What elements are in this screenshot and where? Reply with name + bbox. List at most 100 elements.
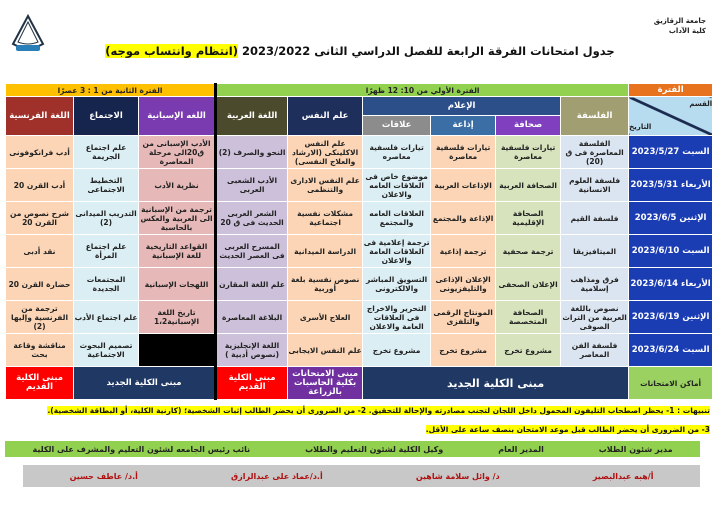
exam-subject-philosophy: فرق ومذاهب إسلامية	[560, 267, 630, 301]
exam-subject-psychology: الدراسة الميدانية	[287, 234, 364, 268]
column-radio: إذاعة	[430, 115, 497, 136]
exam-subject-arabic: المسرح العربى فى العصر الحديث	[214, 234, 289, 268]
exam-subject-spanish: القواعد التاريخية للغة الإسبانية	[138, 234, 217, 268]
exam-subject-sociology: المجتمعات الجديدة	[73, 267, 140, 301]
table-row: الإثنين 2023/6/19 نصوص باللغة العربية من …	[4, 300, 714, 334]
exam-subject-french: نقد أدبى	[4, 234, 75, 268]
signature-name: أ.د/ عاطف حسين	[69, 471, 138, 481]
exam-subject-spanish: اللهجات الإسبانية	[138, 267, 217, 301]
exam-subject-journalism: الصحافة العربية	[495, 168, 562, 202]
exam-subject-sociology: تصميم البحوث الاجتماعية	[73, 333, 140, 367]
exam-date: الأربعاء 2023/6/14	[628, 267, 714, 301]
exam-subject-public-relations: مشروع تخرج	[362, 333, 432, 367]
table-row: السبت 2023/5/27 الفلسفة المعاصرة فى ق (20…	[4, 135, 714, 169]
exam-subject-journalism: مشروع تخرج	[495, 333, 562, 367]
exam-subject-radio: الإذاعة والمجتمع	[430, 201, 497, 235]
column-public-relations: علاقات	[362, 115, 432, 136]
exam-date: السبت 2023/5/27	[628, 135, 714, 169]
signature-title: المدير العام	[498, 444, 544, 454]
signature-title: مدير شئون الطلاب	[598, 444, 673, 454]
university-label: جامعة الزقازيق	[653, 17, 706, 25]
exam-subject-french: ترجمة من الفرنسية وإليها (2)	[4, 300, 75, 334]
place-new-building: مبنى الكلية الجديد	[362, 366, 630, 400]
column-arabic: اللغة العربية	[214, 96, 289, 136]
notes-line-2: 3- من الضرورى أن يحضر الطالب قبل موعد ال…	[425, 425, 710, 434]
page-title: جدول امتحانات الفرقة الرابعة للفصل الدرا…	[0, 44, 720, 58]
exam-subject-arabic: اللغة الإنجليزية (نصوص أدبية )	[214, 333, 289, 367]
exam-subject-philosophy: الفلسفة المعاصرة فى ق (20)	[560, 135, 630, 169]
table-row: الإثنين 2023/6/5 فلسفة القيم الصحافة الإقل…	[4, 201, 714, 235]
column-group-media: الإعلام	[362, 96, 562, 116]
column-spanish: اللغه الإسبانية	[138, 96, 217, 136]
faculty-label: كلية الآداب	[668, 27, 706, 35]
column-french: اللغة الفرنسية	[4, 96, 75, 136]
exam-subject-journalism: الإعلان الصحفى	[495, 267, 562, 301]
exam-date: الإثنين 2023/6/5	[628, 201, 714, 235]
exam-subject-french: أدب القرن 20	[4, 168, 75, 202]
exam-subject-public-relations: التحرير والاخراج فى العلاقات العامة والا…	[362, 300, 432, 334]
exam-subject-spanish: ترجمة من الإسبانية الى العربية والعكس با…	[138, 201, 217, 235]
exam-subject-spanish: الأدب الإسبانى من ق20الى مرحلة المعاصرة	[138, 135, 217, 169]
exam-subject-radio: تيارات فلسفية معاصرة	[430, 135, 497, 169]
exam-subject-public-relations: تيارات فلسفية معاصره	[362, 135, 432, 169]
exam-subject-psychology: مشكلات نفسية اجتماعية	[287, 201, 364, 235]
exam-subject-radio: الإذاعات العربية	[430, 168, 497, 202]
exam-subject-arabic: الشعر العربى الحديث فى ق 20	[214, 201, 289, 235]
dept-date-corner: القسم التاريخ	[628, 96, 714, 136]
table-row: الأربعاء 2023/5/31 فلسفة العلوم الانسانية…	[4, 168, 714, 202]
first-period-header: الفترة الأولي من 10: 12 ظهرًا	[214, 83, 630, 97]
exam-subject-philosophy: فلسفة القيم	[560, 201, 630, 235]
exam-subject-radio: المونتاج الرقمى والتلفزى	[430, 300, 497, 334]
signature-name: د/ وائل سلامة شاهين	[415, 471, 500, 481]
exam-subject-psychology: العلاج الأسرى	[287, 300, 364, 334]
exam-subject-philosophy: فلسفة الفن المعاصر	[560, 333, 630, 367]
exam-subject-arabic: البلاغة المعاصرة	[214, 300, 289, 334]
exam-subject-french: شرح نصوص من القرن 20	[4, 201, 75, 235]
exam-subject-sociology: علم اجتماع الجريمة	[73, 135, 140, 169]
exam-subject-public-relations: ترجمة إعلامية فى العلاقات العامة والاعلا…	[362, 234, 432, 268]
signature-titles: مدير شئون الطلاب المدير العام وكيل الكلي…	[5, 441, 700, 457]
exam-subject-philosophy: الميتافيزيقا	[560, 234, 630, 268]
exam-subject-french: حضارة القرن 20	[4, 267, 75, 301]
exam-subject-french: مناقشة وقاعة بحث	[4, 333, 75, 367]
exam-date: الإثنين 2023/6/19	[628, 300, 714, 334]
exam-subject-radio: ترجمة إذاعية	[430, 234, 497, 268]
notes-line-1: تنبيهات : 1- يحظر اصطحاب التليفون المحمو…	[47, 406, 710, 415]
exam-places-label: أماكن الامتحانات	[628, 366, 714, 400]
exam-subject-arabic: النحو والصرف (2)	[214, 135, 289, 169]
exam-date: السبت 2023/6/10	[628, 234, 714, 268]
signature-title: نائب رئيس الجامعه لشئون التعليم والمشرف …	[32, 444, 251, 454]
corner-dept: القسم	[689, 100, 713, 108]
exam-subject-psychology: علم النفس الاكلينكى (الارشاد والعلاج الن…	[287, 135, 364, 169]
exam-subject-sociology: علم اجتماع الأدب	[73, 300, 140, 334]
exam-subject-journalism: تيارات فلسفية معاصرة	[495, 135, 562, 169]
exam-subject-spanish: تاريخ اللغة الإسبانية1،2	[138, 300, 217, 334]
exam-subject-sociology: التخطيط الاجتماعى	[73, 168, 140, 202]
exam-date: الأربعاء 2023/5/31	[628, 168, 714, 202]
place-new-building: مبنى الكلية الجديد	[73, 366, 217, 400]
exam-subject-philosophy: فلسفة العلوم الانسانية	[560, 168, 630, 202]
exam-subject-public-relations: التسويق المباشر والالكترونى	[362, 267, 432, 301]
signature-title: وكيل الكلية لشئون التعليم والطلاب	[305, 444, 444, 454]
university-logo-icon	[11, 14, 45, 51]
exam-subject-journalism: الصحافة المتخصصة	[495, 300, 562, 334]
signature-name: أ/هبه عبدالبصير	[592, 471, 654, 481]
table-row: السبت 2023/6/10 الميتافيزيقا ترجمة صحفية تر…	[4, 234, 714, 268]
signature-names: أ/هبه عبدالبصير د/ وائل سلامة شاهين أ.د/…	[23, 465, 700, 487]
place-old-building: مبنى الكلية القديم	[214, 366, 289, 400]
signature-name: أ.د/عماد على عبدالرازق	[230, 471, 323, 481]
exam-subject-sociology: علم اجتماع المرأة	[73, 234, 140, 268]
exam-subject-journalism: ترجمة صحفية	[495, 234, 562, 268]
column-philosophy: الفلسفة	[560, 96, 630, 136]
exam-subject-journalism: الصحافة الإقليمية	[495, 201, 562, 235]
period-label: الفترة	[628, 83, 714, 97]
exam-subject-french: أدب فرانكوفونى	[4, 135, 75, 169]
exam-subject-arabic: علم اللغة المقارن	[214, 267, 289, 301]
place-old-building: مبنى الكلية القديم	[4, 366, 75, 400]
exam-subject-public-relations: العلاقات العامه والمجتمع	[362, 201, 432, 235]
exam-subject-public-relations: موضوع خاص فى العلاقات العامه والاعلان	[362, 168, 432, 202]
column-psychology: علم النفس	[287, 96, 364, 136]
column-journalism: صحافة	[495, 115, 562, 136]
exam-subject-philosophy: نصوص باللغة العربية من التراث الصوفى	[560, 300, 630, 334]
second-period-header: الفترة الثانية من 1 : 3 عصرًا	[4, 83, 217, 97]
